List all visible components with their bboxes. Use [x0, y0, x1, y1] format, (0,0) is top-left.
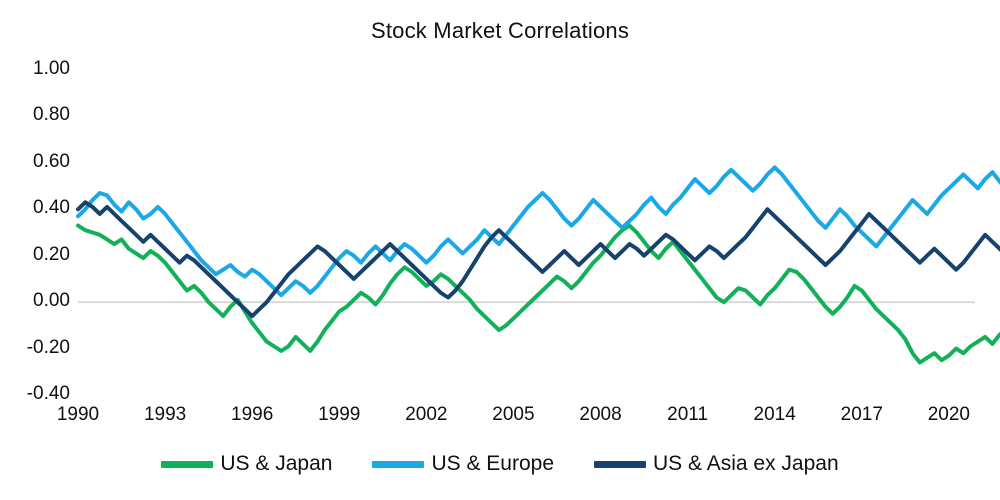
series-line — [76, 223, 1000, 365]
x-axis-tick-label: 2020 — [927, 404, 970, 425]
x-axis-tick-label: 2014 — [753, 404, 796, 425]
y-axis-tick-label: -0.20 — [26, 336, 70, 358]
legend-color-swatch — [161, 460, 214, 468]
x-axis-tick-label: 1999 — [318, 404, 361, 425]
series-line — [76, 200, 1000, 319]
y-axis-tick-label: 0.60 — [33, 150, 70, 172]
series-lines — [76, 165, 1000, 365]
legend-color-swatch — [372, 460, 425, 468]
x-axis-tick-label: 2002 — [405, 404, 448, 425]
x-axis-tick-label: 2008 — [579, 404, 622, 425]
y-axis-tick-label: 1.00 — [33, 58, 70, 79]
x-axis-tick-label: 1990 — [56, 404, 100, 425]
y-axis-tick-label: 0.00 — [33, 290, 70, 312]
legend-color-swatch — [594, 460, 647, 468]
x-axis-tick-label: 1996 — [231, 404, 274, 425]
legend-item[interactable]: US & Asia ex Japan — [594, 452, 839, 476]
chart-legend: US & Japan US & Europe US & Asia ex Japan — [0, 452, 1000, 476]
legend-item[interactable]: US & Japan — [161, 452, 332, 476]
y-axis-tick-label: -0.40 — [26, 383, 70, 404]
x-axis-tick-label: 2011 — [667, 404, 709, 425]
legend-label: US & Asia ex Japan — [653, 452, 839, 475]
series-line — [76, 165, 1000, 298]
x-axis-tick-label: 2005 — [492, 404, 535, 425]
x-axis-tick-label: 2017 — [840, 404, 883, 425]
chart-title: Stock Market Correlations — [370, 18, 630, 43]
y-axis-tick-label: 0.40 — [33, 197, 70, 219]
legend-item[interactable]: US & Europe — [372, 452, 554, 476]
y-axis-tick-label: 0.80 — [33, 104, 70, 126]
legend-label: US & Japan — [220, 452, 333, 475]
legend-label: US & Europe — [431, 452, 555, 475]
y-axis-tick-label: 0.20 — [33, 243, 70, 265]
x-axis-tick-label: 1993 — [143, 404, 187, 425]
